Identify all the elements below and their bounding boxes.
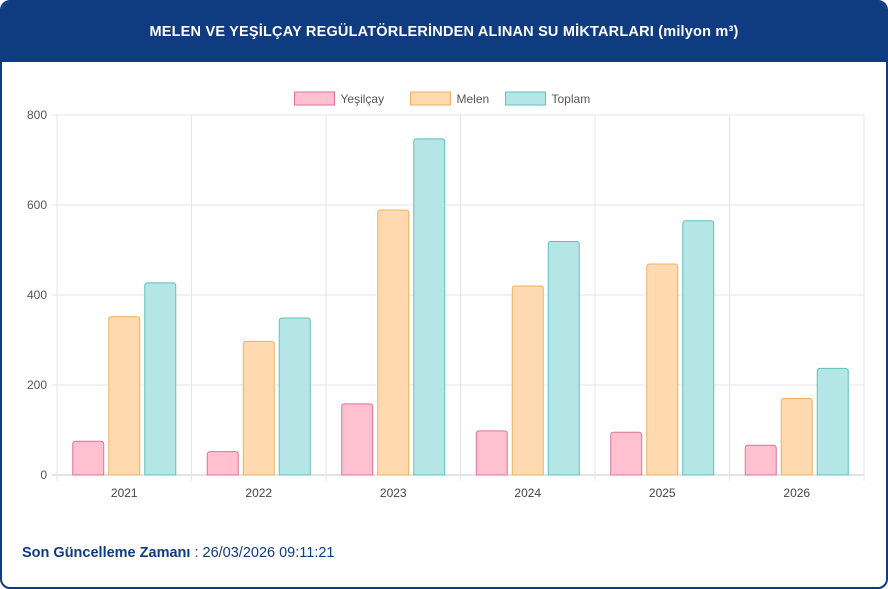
last-updated: Son Güncelleme Zamanı : 26/03/2026 09:11… bbox=[22, 545, 334, 561]
x-tick-label: 2022 bbox=[245, 486, 272, 500]
legend-swatch bbox=[294, 91, 335, 106]
last-updated-value: 26/03/2026 09:11:21 bbox=[202, 545, 335, 561]
y-tick-label: 400 bbox=[27, 288, 47, 302]
bar-melen-2025 bbox=[646, 263, 679, 476]
x-tick-label: 2025 bbox=[649, 486, 676, 500]
bar-toplam-2023 bbox=[413, 138, 446, 476]
bar-melen-2021 bbox=[108, 316, 141, 476]
bar-ye-il-ay-2022 bbox=[206, 451, 239, 476]
bar-ye-il-ay-2024 bbox=[475, 430, 508, 476]
chart-area: 0 200 400 600 800 2021 2022 2023 2024 2025 2026 Yeş… bbox=[2, 62, 886, 512]
bar-melen-2023 bbox=[377, 209, 410, 476]
bar-ye-il-ay-2025 bbox=[610, 431, 643, 476]
bar-toplam-2024 bbox=[547, 240, 580, 476]
bar-chart: 0 200 400 600 800 2021 2022 2023 2024 2025 2026 Yeş… bbox=[27, 91, 865, 500]
legend-swatch bbox=[505, 91, 546, 106]
bar-ye-il-ay-2021 bbox=[72, 440, 105, 476]
bar-toplam-2025 bbox=[682, 220, 715, 476]
x-tick-label: 2023 bbox=[380, 486, 407, 500]
legend-label: Yeşilçay bbox=[341, 92, 385, 106]
bar-toplam-2021 bbox=[144, 282, 177, 476]
page-title: MELEN VE YEŞİLÇAY REGÜLATÖRLERİNDEN ALIN… bbox=[149, 24, 739, 40]
legend-swatch bbox=[410, 91, 451, 106]
bar-melen-2022 bbox=[242, 340, 275, 476]
chart-header: MELEN VE YEŞİLÇAY REGÜLATÖRLERİNDEN ALIN… bbox=[2, 2, 886, 62]
y-tick-label: 800 bbox=[27, 108, 47, 122]
y-tick-label: 0 bbox=[40, 468, 47, 482]
bar-melen-2026 bbox=[780, 398, 813, 476]
bar-melen-2024 bbox=[511, 285, 544, 476]
y-tick-label: 600 bbox=[27, 198, 47, 212]
bar-toplam-2026 bbox=[816, 367, 849, 476]
last-updated-label: Son Güncelleme Zamanı bbox=[22, 545, 191, 561]
y-tick-label: 200 bbox=[27, 378, 47, 392]
bar-toplam-2022 bbox=[278, 317, 311, 476]
x-tick-label: 2024 bbox=[514, 486, 541, 500]
legend-label: Toplam bbox=[552, 92, 591, 106]
legend-label: Melen bbox=[457, 92, 490, 106]
last-updated-separator: : bbox=[190, 545, 203, 561]
bar-ye-il-ay-2026 bbox=[744, 444, 777, 476]
x-tick-label: 2021 bbox=[111, 486, 138, 500]
x-tick-label: 2026 bbox=[783, 486, 810, 500]
bar-ye-il-ay-2023 bbox=[341, 403, 374, 476]
